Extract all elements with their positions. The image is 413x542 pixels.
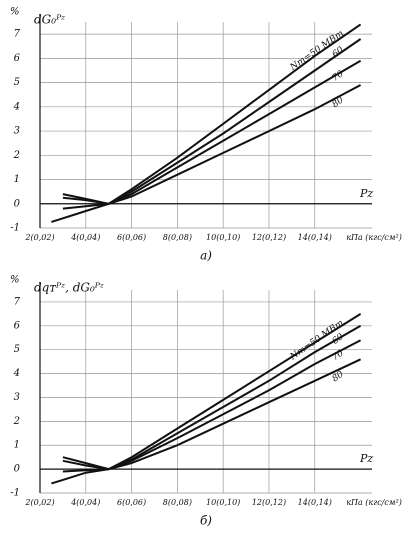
x-unit: кПа (кгс/см²) — [346, 233, 402, 242]
y-tick-label: 0 — [14, 198, 21, 209]
y-tick-label: 5 — [14, 344, 20, 355]
x-unit: кПа (кгс/см²) — [346, 498, 402, 507]
panel-label: а) — [200, 249, 212, 263]
y-axis-label: dqᴛᴾᶻ, dG₀ᴾᶻ — [34, 281, 105, 295]
series-label: 70 — [331, 348, 346, 363]
x-tick-label: 4(0,04) — [70, 233, 100, 242]
x-tick-label: 2(0,02) — [24, 233, 54, 242]
line — [62, 324, 362, 471]
y-unit: % — [10, 7, 20, 18]
x-tick-label: 10(0,10) — [206, 233, 240, 242]
y-tick-label: -1 — [10, 488, 20, 499]
x-tick-label: 6(0,06) — [117, 498, 146, 507]
y-tick-label: 1 — [14, 174, 20, 185]
line — [62, 358, 362, 473]
y-tick-label: 2 — [13, 150, 20, 161]
y-unit: % — [10, 275, 20, 286]
y-tick-label: 6 — [14, 320, 21, 331]
y-tick-label: 4 — [13, 101, 20, 112]
line — [62, 59, 362, 205]
x-tick-label: 14(0,14) — [298, 233, 332, 242]
x-tick-label: 12(0,12) — [252, 498, 286, 507]
x-tick-label: 8(0,08) — [163, 498, 192, 507]
y-tick-label: 4 — [13, 368, 20, 379]
line — [62, 339, 362, 471]
y-tick-label: 3 — [14, 126, 20, 137]
x-axis-label: Pz — [359, 452, 373, 465]
y-tick-label: -1 — [10, 223, 20, 234]
x-tick-label: 12(0,12) — [252, 233, 286, 242]
y-tick-label: 3 — [14, 392, 20, 403]
y-axis-label: dG₀ᴾᶻ — [34, 13, 66, 27]
panel-label: б) — [200, 514, 212, 528]
x-tick-label: 4(0,04) — [70, 498, 100, 507]
y-tick-label: 7 — [14, 29, 21, 40]
line — [51, 23, 362, 223]
y-tick-label: 5 — [14, 77, 20, 88]
x-tick-label: 14(0,14) — [298, 498, 332, 507]
y-tick-label: 2 — [13, 416, 20, 427]
x-tick-label: 10(0,10) — [206, 498, 240, 507]
line — [62, 84, 362, 210]
x-tick-label: 6(0,06) — [117, 233, 146, 242]
y-tick-label: 0 — [14, 464, 21, 475]
y-tick-label: 6 — [14, 53, 21, 64]
line — [62, 38, 362, 205]
x-axis-label: Pz — [359, 187, 373, 200]
x-tick-label: 8(0,08) — [163, 233, 192, 242]
x-tick-label: 2(0,02) — [24, 498, 54, 507]
line — [51, 313, 362, 485]
y-tick-label: 1 — [14, 440, 20, 451]
y-tick-label: 7 — [14, 296, 21, 307]
series-label: 80 — [331, 95, 346, 110]
